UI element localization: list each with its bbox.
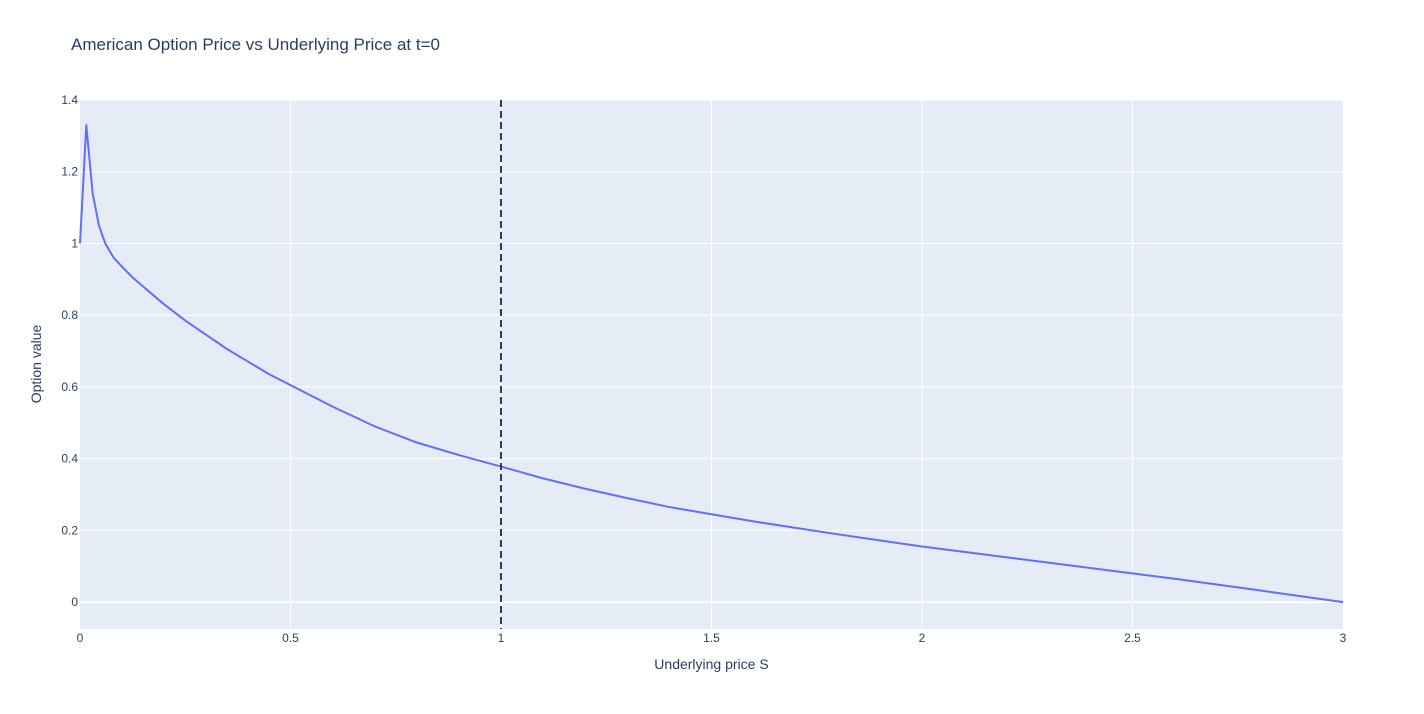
x-tick-label: 3	[1340, 631, 1347, 645]
y-tick-labels: 0 0.2 0.4 0.6 0.8 1 1.2 1.4	[61, 93, 78, 609]
y-axis-title: Option value	[28, 324, 44, 403]
chart-title: American Option Price vs Underlying Pric…	[71, 35, 440, 54]
y-tick-label: 0.2	[61, 523, 78, 537]
y-tick-label: 0.4	[61, 452, 78, 466]
y-tick-label: 0.6	[61, 380, 78, 394]
x-tick-label: 2	[919, 631, 926, 645]
series-layer	[79, 124, 1344, 604]
y-tick-label: 1.4	[61, 93, 78, 107]
x-tick-label: 1	[498, 631, 505, 645]
x-axis-title: Underlying price S	[654, 656, 768, 672]
y-tick-label: 0.8	[61, 308, 78, 322]
x-tick-label: 1.5	[703, 631, 720, 645]
x-tick-label: 0	[77, 631, 84, 645]
y-tick-label: 1.2	[61, 165, 78, 179]
x-tick-label: 0.5	[282, 631, 299, 645]
y-tick-label: 1	[71, 236, 78, 250]
x-tick-label: 2.5	[1124, 631, 1141, 645]
series-line	[79, 124, 1344, 604]
y-tick-label: 0	[71, 595, 78, 609]
x-tick-labels: 0 0.5 1 1.5 2 2.5 3	[77, 631, 1347, 645]
